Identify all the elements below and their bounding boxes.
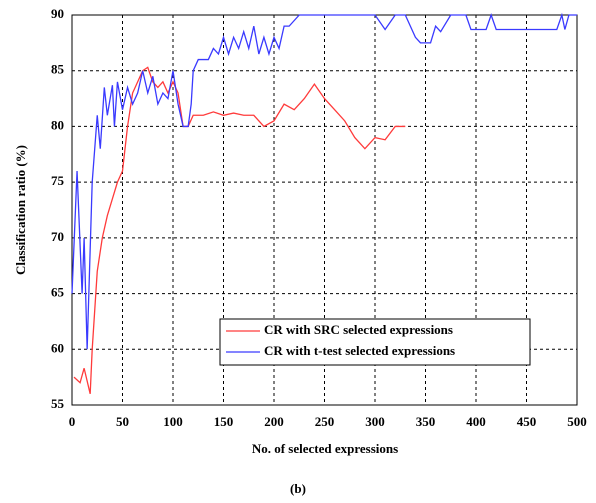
- y-tick-label: 75: [51, 173, 65, 188]
- x-tick-label: 200: [264, 414, 284, 429]
- y-tick-label: 55: [51, 396, 65, 411]
- legend-label: CR with t-test selected expressions: [264, 343, 455, 358]
- legend-label: CR with SRC selected expressions: [264, 322, 453, 337]
- x-tick-label: 500: [567, 414, 587, 429]
- y-axis-label: Classification ratio (%): [13, 145, 28, 275]
- y-tick-label: 65: [51, 285, 65, 300]
- x-tick-label: 100: [163, 414, 183, 429]
- x-tick-label: 150: [214, 414, 234, 429]
- data-line: [71, 12, 577, 350]
- x-tick-label: 0: [69, 414, 76, 429]
- y-tick-label: 85: [51, 62, 65, 77]
- y-tick-label: 70: [51, 229, 64, 244]
- x-tick-label: 300: [365, 414, 385, 429]
- x-tick-label: 400: [466, 414, 486, 429]
- x-tick-label: 450: [517, 414, 537, 429]
- x-axis-label: No. of selected expressions: [252, 441, 398, 456]
- y-tick-label: 60: [51, 340, 64, 355]
- x-tick-label: 350: [416, 414, 436, 429]
- y-tick-label: 90: [51, 6, 64, 21]
- legend-box: [219, 318, 531, 366]
- x-tick-label: 250: [315, 414, 335, 429]
- x-tick-label: 50: [116, 414, 129, 429]
- caption: (b): [290, 481, 306, 496]
- y-tick-label: 80: [51, 117, 64, 132]
